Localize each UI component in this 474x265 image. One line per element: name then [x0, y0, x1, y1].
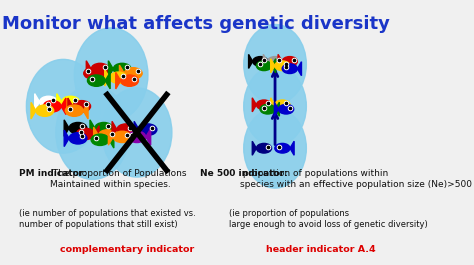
Ellipse shape [74, 28, 148, 122]
Polygon shape [31, 102, 36, 119]
Text: The proportion of Populations
Maintained within species.: The proportion of Populations Maintained… [50, 169, 187, 189]
Ellipse shape [275, 143, 290, 153]
Polygon shape [264, 54, 267, 68]
Polygon shape [116, 72, 120, 89]
Ellipse shape [256, 61, 272, 70]
Ellipse shape [69, 133, 87, 144]
Ellipse shape [95, 122, 113, 134]
Ellipse shape [117, 124, 135, 135]
Ellipse shape [275, 100, 290, 110]
Polygon shape [83, 102, 88, 119]
Polygon shape [105, 72, 110, 89]
Polygon shape [271, 59, 275, 73]
Polygon shape [252, 98, 256, 112]
Ellipse shape [128, 131, 146, 143]
Polygon shape [271, 98, 275, 112]
Polygon shape [112, 121, 117, 138]
Polygon shape [86, 61, 91, 77]
Polygon shape [94, 126, 99, 142]
Text: proportion of populations within
species with an effective population size (Ne)>: proportion of populations within species… [240, 169, 472, 189]
Ellipse shape [43, 101, 61, 112]
Polygon shape [297, 62, 301, 76]
Ellipse shape [244, 67, 306, 146]
Ellipse shape [109, 72, 128, 83]
Ellipse shape [282, 57, 297, 66]
Text: Monitor what affects genetic diversity: Monitor what affects genetic diversity [2, 15, 390, 33]
Text: Ne 500 indicator:: Ne 500 indicator: [200, 169, 287, 178]
Text: PM indicator:: PM indicator: [19, 169, 87, 178]
Ellipse shape [76, 128, 94, 140]
Ellipse shape [260, 104, 275, 114]
Ellipse shape [253, 57, 268, 66]
Ellipse shape [62, 96, 80, 108]
Polygon shape [64, 130, 69, 147]
Polygon shape [61, 98, 66, 114]
Polygon shape [275, 102, 279, 116]
Ellipse shape [56, 86, 129, 179]
Ellipse shape [84, 68, 101, 79]
Polygon shape [64, 120, 69, 136]
Ellipse shape [91, 134, 109, 145]
Polygon shape [109, 61, 113, 77]
Polygon shape [105, 69, 109, 86]
Polygon shape [57, 94, 62, 110]
Polygon shape [109, 129, 113, 145]
Ellipse shape [113, 131, 131, 143]
Polygon shape [252, 141, 256, 155]
Polygon shape [68, 98, 73, 114]
Ellipse shape [69, 122, 87, 134]
Ellipse shape [36, 105, 54, 116]
Polygon shape [248, 54, 253, 68]
Polygon shape [134, 121, 139, 138]
Polygon shape [94, 127, 99, 144]
Polygon shape [109, 131, 114, 148]
Ellipse shape [244, 24, 306, 104]
Ellipse shape [282, 64, 297, 73]
Ellipse shape [73, 101, 91, 112]
Ellipse shape [91, 63, 109, 75]
Ellipse shape [65, 105, 83, 116]
Ellipse shape [124, 68, 142, 79]
Text: complementary indicator: complementary indicator [60, 245, 194, 254]
Polygon shape [35, 94, 39, 110]
Ellipse shape [99, 130, 116, 141]
Text: header indicator A.4: header indicator A.4 [266, 245, 375, 254]
Ellipse shape [39, 96, 57, 108]
Polygon shape [272, 59, 276, 73]
Ellipse shape [267, 57, 283, 66]
Polygon shape [119, 65, 124, 82]
Polygon shape [278, 54, 282, 68]
Ellipse shape [256, 100, 272, 110]
Ellipse shape [244, 108, 306, 188]
Ellipse shape [120, 75, 138, 86]
Ellipse shape [279, 104, 294, 114]
Ellipse shape [88, 75, 105, 86]
Polygon shape [101, 65, 107, 82]
Ellipse shape [256, 143, 272, 153]
Text: (ie proportion of populations
large enough to avoid loss of genetic diversity): (ie proportion of populations large enou… [229, 209, 428, 229]
Polygon shape [146, 129, 151, 145]
Ellipse shape [275, 61, 290, 70]
Polygon shape [90, 120, 95, 136]
Ellipse shape [102, 88, 172, 177]
Ellipse shape [27, 59, 100, 153]
Ellipse shape [139, 124, 157, 135]
Ellipse shape [113, 63, 131, 75]
Polygon shape [290, 141, 294, 155]
Polygon shape [274, 102, 279, 116]
Text: (ie number of populations that existed vs.
number of populations that still exis: (ie number of populations that existed v… [19, 209, 196, 229]
